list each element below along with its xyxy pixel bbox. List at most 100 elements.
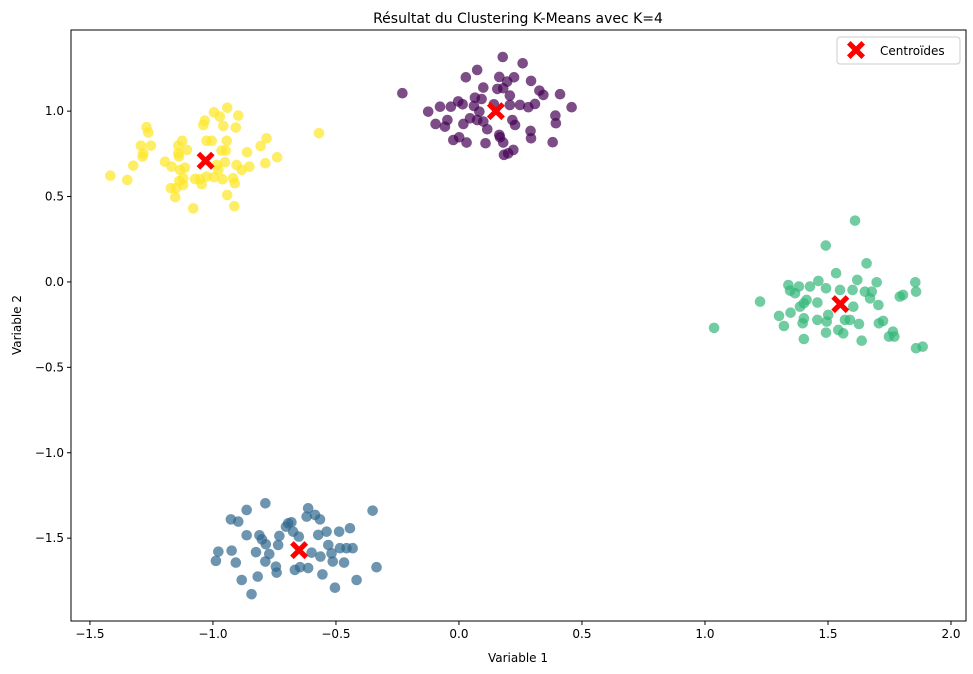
cluster-1-point [306,547,317,558]
cluster-3-point [142,127,154,138]
legend-centroid-marker-icon [847,41,865,59]
cluster-1-point [236,574,248,586]
cluster-1-point [315,551,326,562]
cluster-2-point [844,314,856,326]
cluster-3-point [199,115,211,126]
cluster-1-point [294,561,306,573]
cluster-1-point [329,582,341,593]
y-tick-label: 0.5 [45,190,64,204]
cluster-0-point [497,51,509,63]
cluster-2-point [708,322,720,334]
x-axis-ticks: −1.5 −1.0 −0.5 0.0 0.5 1.0 1.5 2.0 [75,621,961,641]
x-tick-label: −1.0 [198,627,227,641]
cluster-1-point [338,557,350,568]
cluster-0-point [430,118,441,130]
cluster-1-point [344,522,356,534]
cluster-0-point [460,72,472,83]
cluster-1-point [232,516,244,527]
cluster-0-point [504,90,516,101]
cluster-0-point [474,106,485,117]
cluster-0-point [525,75,537,87]
cluster-3-point [166,161,177,172]
cluster-0-point [434,101,446,112]
cluster-2-point [820,327,832,338]
cluster-1-point [226,545,237,556]
cluster-3-point [211,159,222,171]
cluster-2-point [754,296,766,307]
cluster-2-point [798,313,810,324]
cluster-3-point [261,132,272,144]
cluster-3-point [230,122,242,133]
cluster-0-point [525,132,537,144]
data-points [105,51,929,600]
cluster-1-point [260,498,271,509]
cluster-3-point [187,203,199,214]
cluster-2-point [773,310,785,322]
x-axis-label: Variable 1 [488,651,548,665]
cluster-3-point [229,200,240,212]
cluster-0-point [529,98,541,110]
cluster-1-point [333,526,345,537]
cluster-1-point [371,561,382,573]
cluster-0-point [497,137,509,148]
cluster-0-point [478,82,489,93]
cluster-0-point [547,136,558,148]
cluster-0-point [445,101,457,112]
cluster-0-point [422,106,434,117]
cluster-2-point [871,276,882,288]
cluster-1-point [230,557,242,568]
cluster-0-point [514,99,526,111]
cluster-0-point [494,71,505,83]
legend-box [836,36,961,65]
cluster-3-point [214,111,226,122]
cluster-3-point [201,135,212,147]
y-tick-label: 1.0 [45,104,64,118]
cluster-2-point [820,282,832,294]
cluster-3-point [221,135,233,147]
cluster-2-point [917,341,929,352]
cluster-3-point [217,173,228,185]
cluster-2-point [856,335,867,347]
cluster-1-point [272,539,284,551]
centroid-marker [196,151,215,170]
cluster-1-point [246,588,257,600]
cluster-0-point [538,89,549,101]
legend-x-icon [847,41,865,59]
cluster-0-point [461,137,472,148]
cluster-2-point [804,281,816,292]
cluster-0-point [504,99,516,111]
cluster-2-point [785,307,796,318]
cluster-1-point [241,504,252,516]
cluster-2-point [861,258,872,269]
cluster-3-point [145,140,157,151]
cluster-3-point [255,140,266,152]
cluster-3-point [260,157,271,169]
cluster-0-point [471,64,483,76]
cluster-1-point [351,574,362,586]
cluster-1-point [263,548,275,560]
cluster-3-point [177,179,189,191]
x-tick-label: 2.0 [941,627,960,641]
cluster-1-point [210,555,222,567]
cluster-2-point [801,294,812,306]
x-tick-label: −1.5 [75,627,104,641]
cluster-1-point [286,516,297,528]
cluster-3-point [174,164,186,176]
cluster-2-point [849,215,861,226]
cluster-3-point [232,110,244,121]
cluster-0-point [554,88,566,100]
cluster-3-point [313,127,325,139]
x-tick-label: 0.0 [449,627,468,641]
y-axis-ticks: −1.5 −1.0 −0.5 0.0 0.5 1.0 [35,104,71,545]
cluster-2-point [830,267,842,279]
y-tick-label: −1.0 [35,446,64,460]
cluster-2-point [778,320,790,332]
cluster-2-point [866,286,878,297]
cluster-3-point [217,120,229,132]
cluster-3-point [241,146,253,158]
cluster-2-point [889,331,900,342]
cluster-1-point [323,539,334,551]
cluster-1-point [293,531,305,542]
x-tick-label: 0.5 [572,627,591,641]
cluster-3-point [219,156,231,168]
